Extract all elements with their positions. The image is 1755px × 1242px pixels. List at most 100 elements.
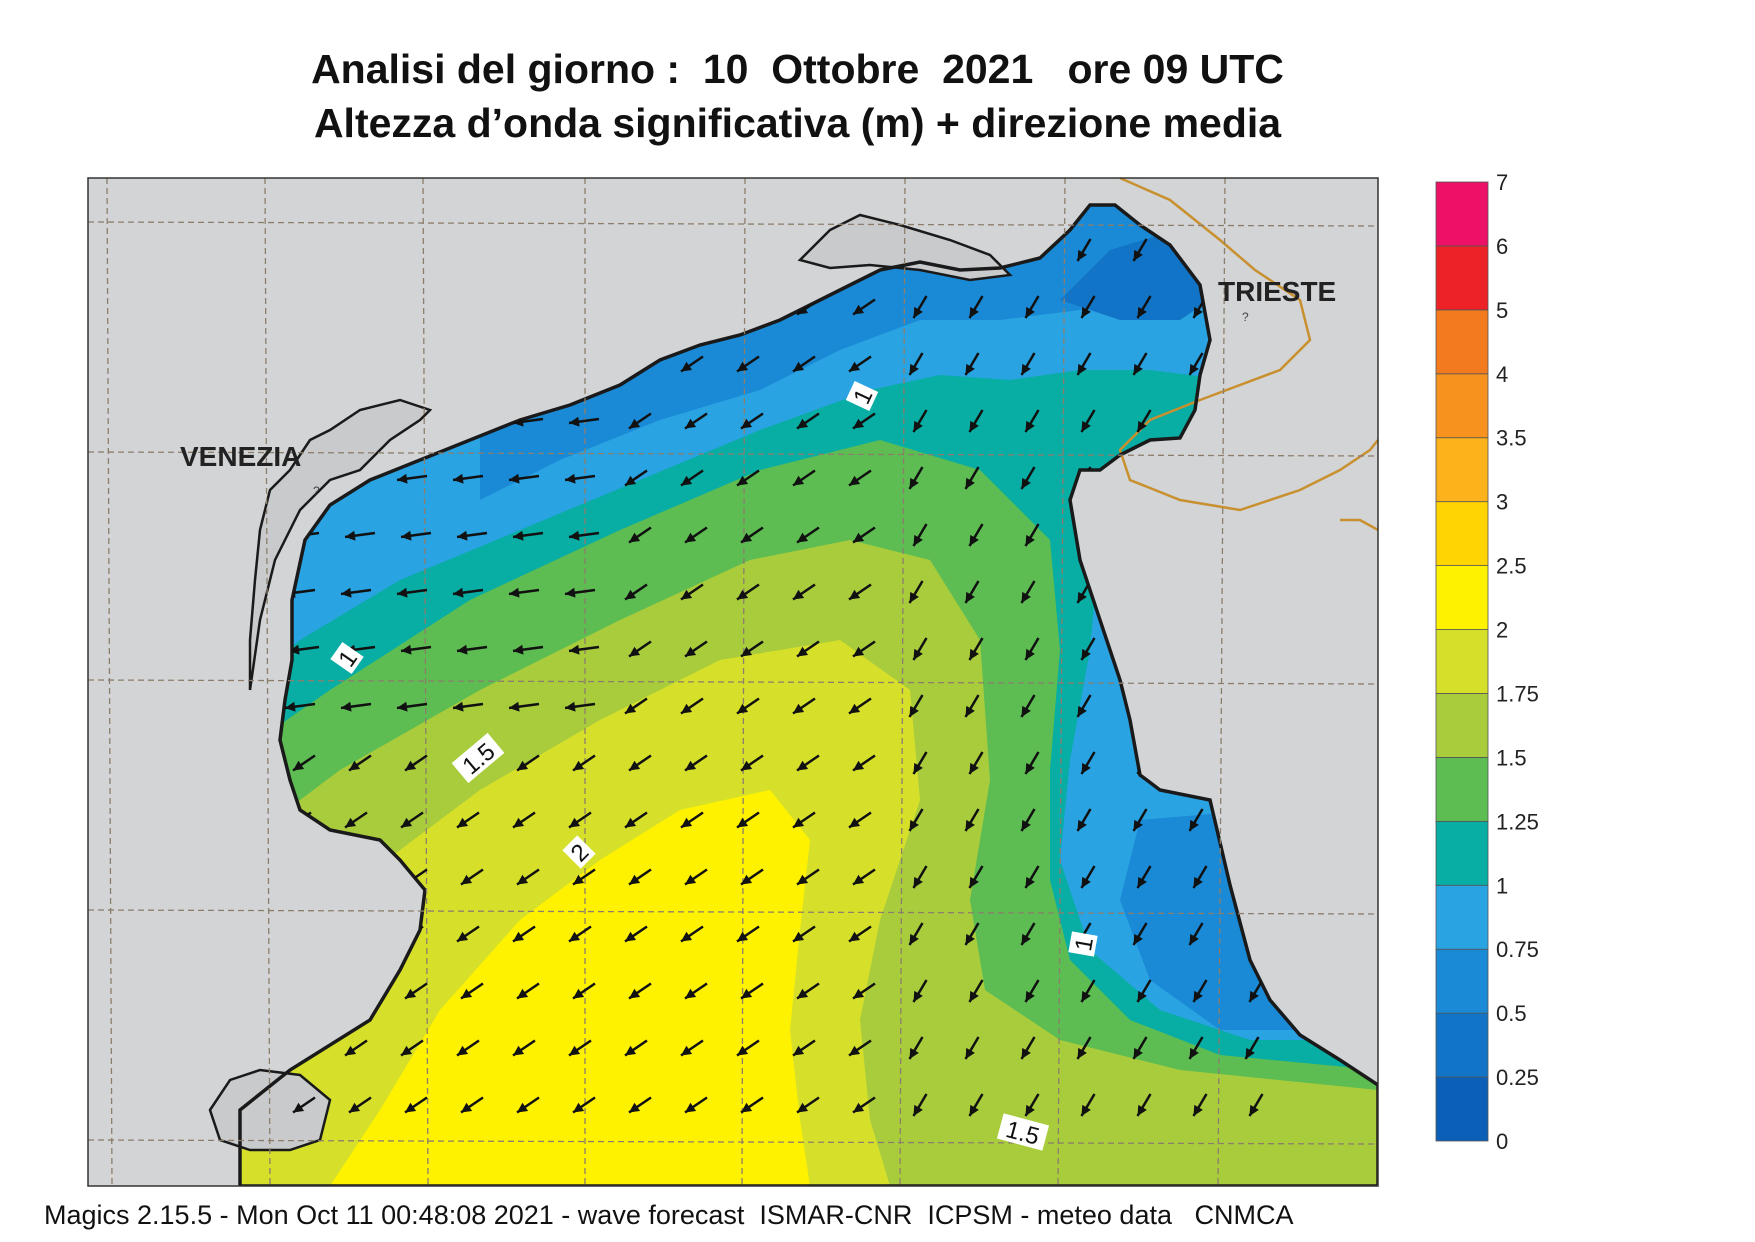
legend-color-swatch [1435, 948, 1489, 1014]
legend-tick-label: 1.75 [1496, 681, 1539, 706]
wave-direction-arrow [628, 412, 652, 430]
wave-direction-arrow [348, 754, 372, 772]
wave-direction-arrow [628, 526, 652, 544]
wave-direction-arrow [624, 583, 648, 601]
wave-direction-arrow [1080, 751, 1096, 775]
wave-direction-arrow [568, 644, 600, 655]
contour-label: 1 [1068, 931, 1099, 957]
wave-direction-arrow [1020, 352, 1036, 376]
wave-direction-arrow [396, 587, 428, 598]
wave-direction-arrow [628, 868, 652, 886]
wave-direction-arrow [624, 811, 648, 829]
wave-direction-arrow [516, 1096, 540, 1114]
wave-direction-arrow [736, 925, 760, 943]
venetian-lagoon-land [248, 398, 433, 691]
wave-direction-arrow [680, 583, 704, 601]
wave-direction-arrow [1136, 295, 1152, 319]
grid-line [1057, 178, 1066, 1186]
wave-direction-arrow [292, 1096, 316, 1114]
wave-direction-arrow [736, 469, 760, 487]
national-border-line [1118, 176, 1379, 532]
wave-direction-arrow [1076, 694, 1092, 718]
wave-direction-arrow [1248, 979, 1264, 1003]
wave-direction-arrow [796, 1096, 820, 1114]
wave-direction-arrow [1076, 238, 1092, 262]
wave-direction-arrow [1080, 1093, 1096, 1117]
wave-direction-arrow [516, 982, 540, 1000]
wave-direction-arrow [912, 295, 928, 319]
wave-direction-arrow [908, 1036, 924, 1060]
wave-direction-arrow [736, 355, 760, 373]
wave-direction-arrow [684, 982, 708, 1000]
wave-direction-arrow [684, 640, 708, 658]
wave-direction-arrow [452, 473, 484, 484]
legend-color-swatch [1435, 309, 1489, 375]
grid-line [88, 909, 1378, 915]
wave-direction-arrow [968, 295, 984, 319]
wave-direction-arrow [848, 925, 872, 943]
wave-direction-arrow [512, 811, 536, 829]
wave-direction-arrow [568, 1039, 592, 1057]
wave-direction-arrow [1188, 352, 1204, 376]
wave-direction-arrow [1192, 1093, 1208, 1117]
wave-direction-arrow [1248, 1093, 1264, 1117]
wave-direction-arrow [1020, 1036, 1036, 1060]
wave-direction-arrow [852, 526, 876, 544]
wave-direction-arrow [968, 637, 984, 661]
wave-direction-arrow [288, 644, 320, 655]
wave-direction-arrow [1024, 865, 1040, 889]
wave-direction-arrow [512, 530, 544, 541]
legend-tick-label: 0.75 [1496, 937, 1539, 962]
wave-direction-arrow [568, 530, 600, 541]
wave-direction-arrow [736, 583, 760, 601]
wave-direction-arrow [684, 868, 708, 886]
wave-direction-arrow [1080, 637, 1096, 661]
wave-direction-arrow [796, 868, 820, 886]
wave-direction-arrow [568, 811, 592, 829]
wave-direction-arrow [740, 754, 764, 772]
city-marker-venezia: ? [313, 484, 320, 498]
wave-direction-arrow [740, 868, 764, 886]
wave-direction-arrow [1020, 580, 1036, 604]
wave-direction-arrow [736, 697, 760, 715]
wave-direction-arrow [572, 754, 596, 772]
wave-direction-arrow [404, 982, 428, 1000]
grid-line [264, 178, 271, 1186]
footer-credits: Magics 2.15.5 - Mon Oct 11 00:48:08 2021… [44, 1200, 1294, 1230]
wave-direction-arrow [1020, 808, 1036, 832]
wave-direction-arrow [452, 587, 484, 598]
wave-direction-arrow [908, 580, 924, 604]
map-frame [87, 177, 1379, 1187]
wave-direction-arrow [852, 754, 876, 772]
wave-direction-arrow [912, 637, 928, 661]
legend-color-swatch [1435, 884, 1489, 950]
wave-direction-arrow [796, 526, 820, 544]
wave-direction-arrow [796, 982, 820, 1000]
wave-direction-arrow [1132, 922, 1148, 946]
wave-direction-arrow [848, 469, 872, 487]
wave-direction-arrow [912, 1093, 928, 1117]
wave-direction-arrow [912, 979, 928, 1003]
wave-direction-arrow [460, 868, 484, 886]
wave-direction-arrow [1132, 808, 1148, 832]
legend-color-swatch [1435, 437, 1489, 503]
legend-color-swatch [1435, 693, 1489, 758]
wave-direction-arrow [792, 469, 816, 487]
wave-direction-arrow [400, 530, 432, 541]
wave-direction-arrow [740, 640, 764, 658]
wave-direction-arrow [964, 466, 980, 490]
wave-direction-arrow [1024, 523, 1040, 547]
wave-direction-arrow [964, 694, 980, 718]
wave-direction-arrow [1132, 1036, 1148, 1060]
wave-direction-arrow [1188, 1036, 1204, 1060]
wave-direction-arrow [292, 754, 316, 772]
wave-direction-arrow [684, 1096, 708, 1114]
wave-direction-arrow [964, 808, 980, 832]
wave-direction-arrow [852, 640, 876, 658]
wave-direction-arrow [740, 1096, 764, 1114]
wave-direction-arrow [792, 1039, 816, 1057]
wave-direction-arrow [968, 523, 984, 547]
grid-line [106, 178, 113, 1186]
wave-direction-arrow [740, 526, 764, 544]
wave-direction-arrow [572, 868, 596, 886]
